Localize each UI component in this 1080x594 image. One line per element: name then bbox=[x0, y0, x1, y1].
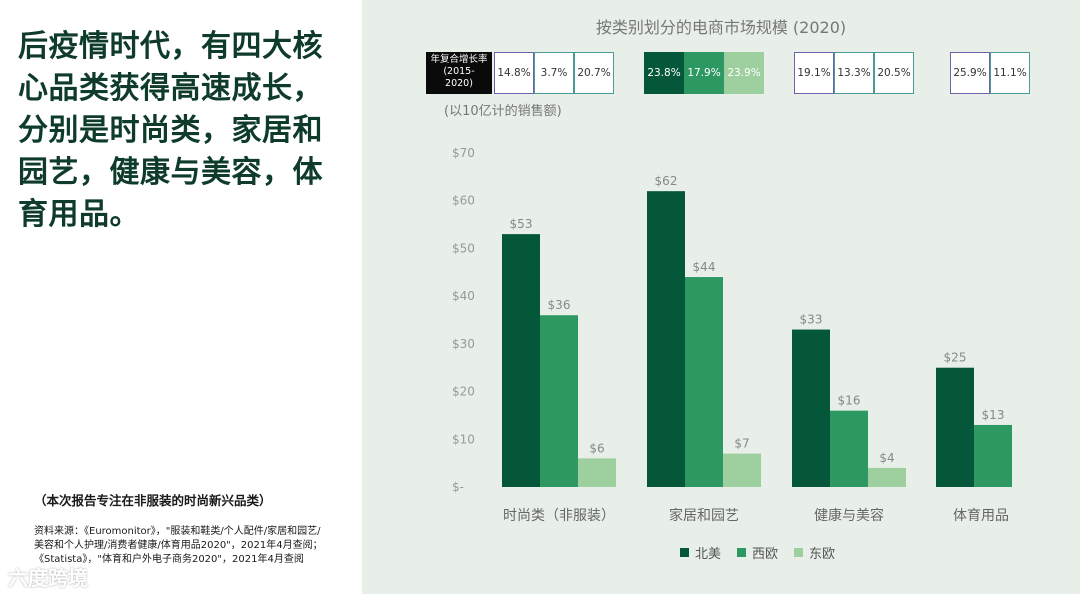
bar-2-2 bbox=[685, 277, 723, 487]
bar-2-4 bbox=[974, 424, 1012, 487]
left-panel: 后疫情时代，有四大核心品类获得高速成长，分别是时尚类，家居和园艺，健康与美容，体… bbox=[0, 0, 362, 594]
y-tick-label: $30 bbox=[452, 337, 475, 351]
data-label: $25 bbox=[944, 351, 967, 365]
cagr-value: 17.9% bbox=[684, 52, 724, 94]
y-tick-label: $- bbox=[452, 480, 464, 494]
data-label: $44 bbox=[693, 260, 716, 274]
data-label: $13 bbox=[982, 408, 1005, 422]
cagr-value: 23.8% bbox=[644, 52, 684, 94]
category-label: 体育用品 bbox=[953, 508, 1009, 524]
data-label: $16 bbox=[838, 394, 861, 408]
data-label: $4 bbox=[879, 451, 894, 465]
data-label: $36 bbox=[548, 298, 571, 312]
category-label: 时尚类（非服装） bbox=[503, 508, 615, 524]
bar-3-2 bbox=[723, 453, 761, 487]
cagr-value: 13.3% bbox=[834, 52, 874, 94]
legend-label: 北美 bbox=[695, 547, 722, 562]
cagr-value: 23.9% bbox=[724, 52, 764, 94]
bar-2-1 bbox=[540, 315, 578, 487]
cagr-label: 年复合增长率(2015-2020) bbox=[426, 52, 492, 94]
legend-item: 北美 bbox=[680, 543, 721, 562]
focus-note: （本次报告专注在非服装的时尚新兴品类） bbox=[34, 493, 272, 508]
data-label: $62 bbox=[655, 174, 678, 188]
legend-label: 东欧 bbox=[809, 547, 836, 562]
bar-3-3 bbox=[868, 467, 906, 487]
cagr-value: 19.1% bbox=[794, 52, 834, 94]
bar-chart: $- $10 $20 $30 $40 $50 $60 $70 $53 $62 $33 $25 $36 $4… bbox=[452, 146, 1012, 524]
chart-panel: 按类别划分的电商市场规模 (2020) 年复合增长率(2015-2020) 14… bbox=[362, 0, 1080, 594]
bar-1-4 bbox=[936, 367, 974, 487]
legend-label: 西欧 bbox=[752, 547, 779, 562]
category-label: 家居和园艺 bbox=[669, 507, 739, 524]
y-tick-label: $20 bbox=[452, 385, 475, 399]
category-label: 健康与美容 bbox=[814, 507, 884, 524]
y-tick-label: $40 bbox=[452, 289, 475, 303]
cagr-value: 25.9% bbox=[950, 52, 990, 94]
legend-item: 东欧 bbox=[794, 543, 835, 562]
chart-title: 按类别划分的电商市场规模 (2020) bbox=[595, 18, 847, 37]
legend: 北美 西欧 东欧 bbox=[680, 543, 835, 562]
bar-1-3 bbox=[792, 329, 830, 487]
watermark-logo: 六度跨境 bbox=[8, 566, 88, 590]
cagr-value: 20.5% bbox=[874, 52, 914, 94]
data-label: $6 bbox=[589, 441, 604, 455]
bar-2-3 bbox=[830, 410, 868, 487]
bar-1-2 bbox=[647, 191, 685, 487]
cagr-value: 11.1% bbox=[990, 52, 1030, 94]
bar-3-1 bbox=[578, 458, 616, 487]
y-axis-label: (以10亿计的销售额) bbox=[444, 104, 562, 119]
legend-swatch bbox=[737, 548, 747, 557]
source-note: 资料来源：《Euromonitor》，"服装和鞋类/个人配件/家居和园艺/美容和… bbox=[34, 526, 323, 565]
cagr-value: 14.8% bbox=[494, 52, 534, 94]
y-tick-label: $60 bbox=[452, 194, 475, 208]
data-label: $33 bbox=[800, 313, 823, 327]
y-tick-label: $70 bbox=[452, 146, 475, 160]
legend-item: 西欧 bbox=[737, 543, 778, 562]
y-tick-label: $10 bbox=[452, 432, 475, 446]
cagr-value: 3.7% bbox=[534, 52, 574, 94]
data-label: $53 bbox=[510, 217, 533, 231]
data-label: $7 bbox=[734, 437, 749, 451]
bar-1-1 bbox=[502, 234, 540, 487]
headline: 后疫情时代，有四大核心品类获得高速成长，分别是时尚类，家居和园艺，健康与美容，体… bbox=[18, 29, 323, 232]
cagr-value: 20.7% bbox=[574, 52, 614, 94]
y-tick-label: $50 bbox=[452, 241, 475, 255]
legend-swatch bbox=[794, 548, 804, 557]
legend-swatch bbox=[680, 548, 689, 557]
